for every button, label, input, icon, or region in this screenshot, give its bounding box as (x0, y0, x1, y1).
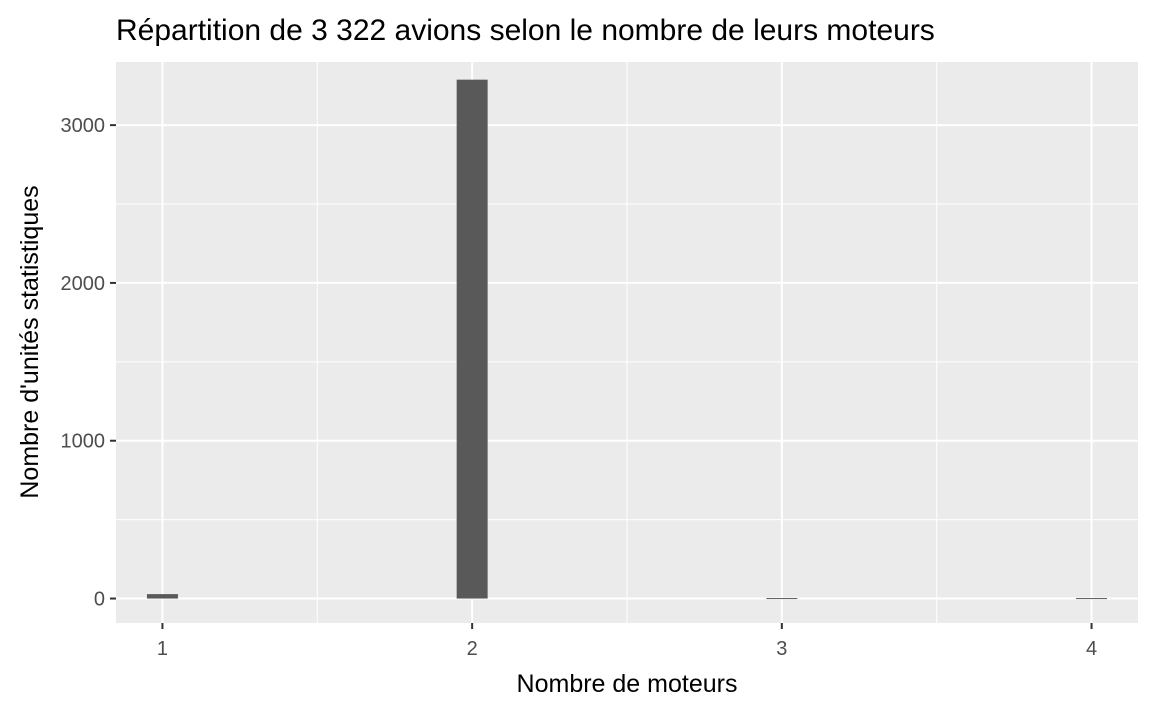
y-axis-ticks: 0 1000 2000 3000 (61, 115, 116, 611)
bar-4 (1076, 598, 1108, 600)
y-tick-label: 2000 (61, 273, 106, 295)
y-tick-label: 1000 (61, 431, 106, 453)
x-tick-label: 2 (467, 638, 478, 660)
x-axis-ticks: 1 2 3 4 (157, 623, 1097, 660)
x-axis-title: Nombre de moteurs (517, 670, 738, 698)
bar-3 (766, 598, 798, 600)
bars (146, 79, 1108, 600)
y-tick-label: 3000 (61, 115, 106, 137)
bar-2 (456, 79, 488, 599)
y-axis-title: Nombre d'unités statistiques (16, 185, 44, 498)
chart-title: Répartition de 3 322 avions selon le nom… (116, 14, 935, 47)
y-tick-label: 0 (94, 589, 105, 611)
x-tick-label: 3 (776, 638, 787, 660)
x-tick-label: 4 (1086, 638, 1097, 660)
x-tick-label: 1 (157, 638, 168, 660)
bar-1 (146, 594, 178, 599)
grid-minor (116, 62, 1138, 623)
